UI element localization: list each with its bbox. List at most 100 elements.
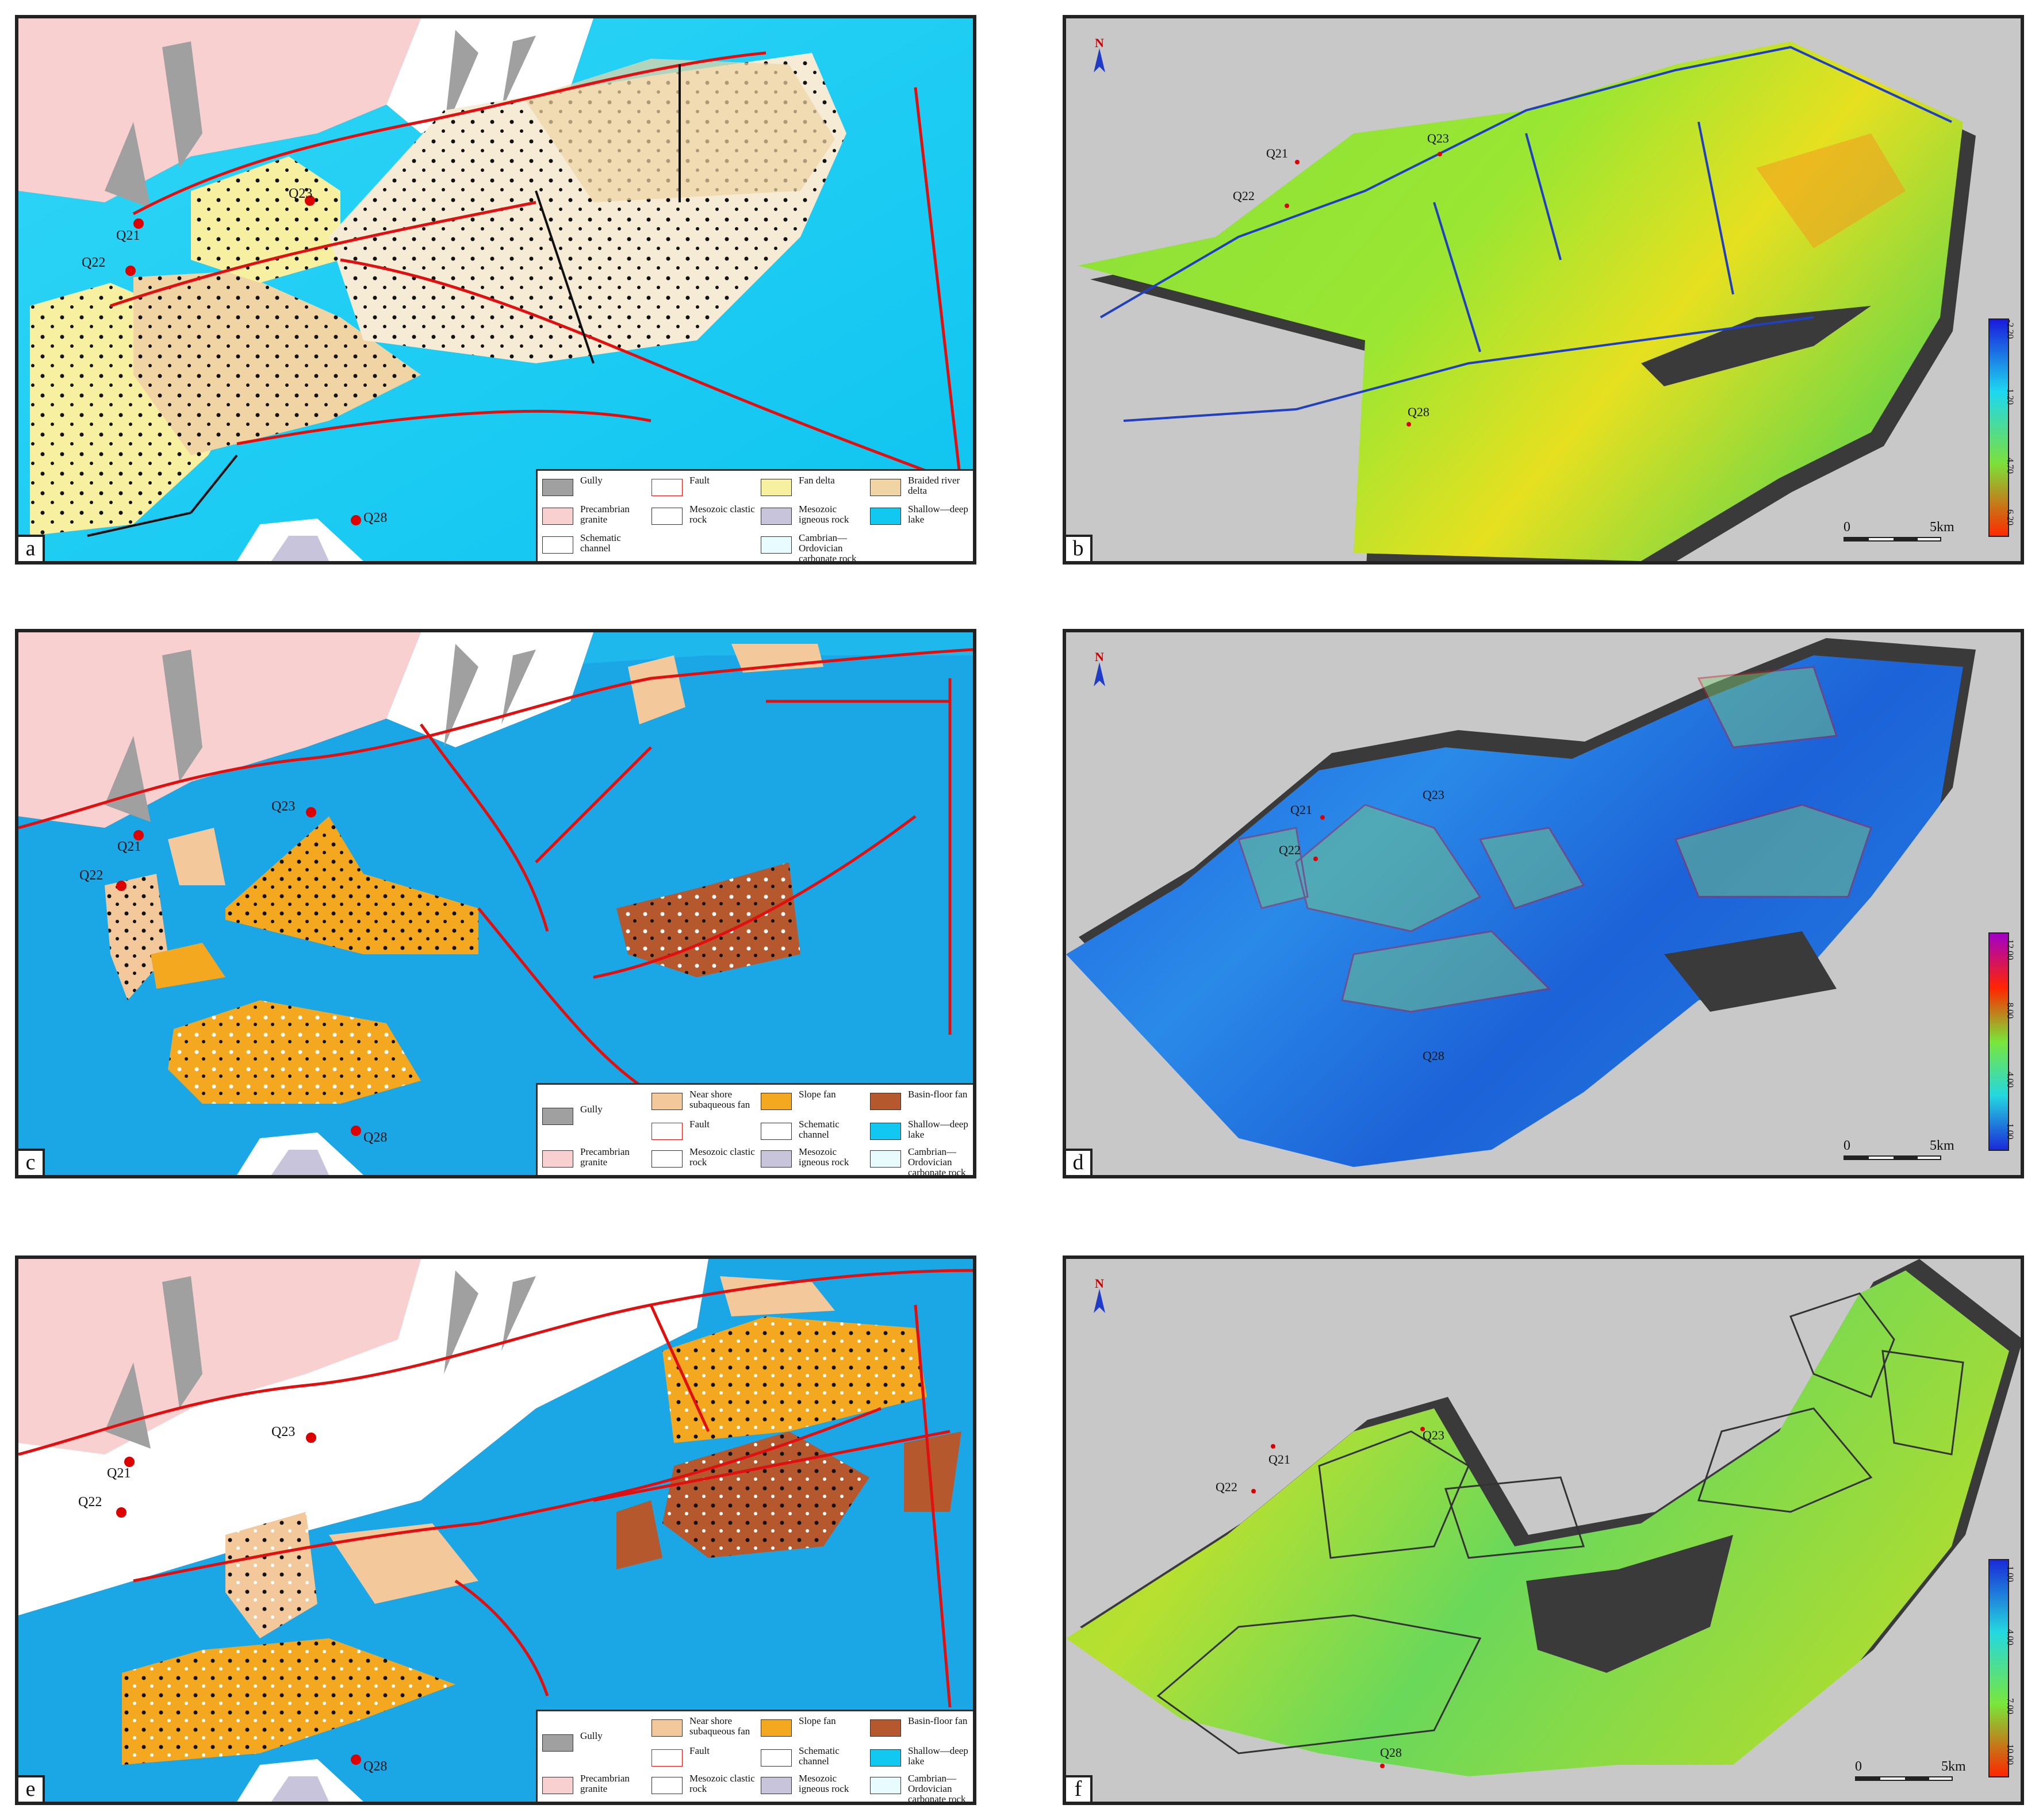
well-label-q28: Q28 [1408,405,1429,419]
well-label-q21: Q21 [1266,146,1288,160]
legend-item-channel: Schematic channel [538,531,647,561]
nearshore-fan-1-dots [225,1512,317,1638]
well-marker-q22[interactable] [1313,857,1318,861]
well-label-q23: Q23 [1423,1428,1444,1442]
well-marker-q21[interactable] [1271,1444,1275,1449]
well-label-q21: Q21 [107,1466,131,1481]
legend-a: Gully Fault Fan delta Braided river delt… [536,469,973,561]
legend-item-nearshore-fan: Near shore subaqueous fan [647,1714,756,1746]
fault-lines [18,1269,973,1708]
well-marker-q28[interactable] [351,1754,361,1765]
panel-f: N Q21 Q22 Q23 Q28 0 5km 1.00 4.00 7.00 10… [1063,1255,2024,1805]
basin-floor-fan-2 [616,1500,662,1569]
well-marker-q28[interactable] [1380,1764,1385,1768]
legend-item-clastic: Mesozoic clastic rock [647,1145,756,1175]
well-label-q21: Q21 [116,228,140,243]
well-marker-q21[interactable] [133,218,144,229]
legend-e: Gully Near shore subaqueous fan Slope fa… [536,1710,973,1802]
legend-item-carbonate: Cambrian—Ordovician carbonate rock [865,1771,973,1802]
data-gap [1664,931,1837,1012]
legend-item-fault: Fault [647,1117,756,1149]
legend-item-basin-floor-fan: Basin-floor fan [865,1714,973,1746]
mesozoic-igneous-south [271,536,329,561]
legend-item-channel: Schematic channel [756,1117,865,1149]
well-marker-q23[interactable] [305,195,315,206]
mesozoic-clastic-area [386,632,593,747]
well-label-q21: Q21 [1268,1452,1290,1466]
scale-bar: 0 5km [1855,1759,1966,1788]
legend-item-gully: Gully [538,473,647,505]
panel-label-b: b [1066,535,1093,561]
well-label-q22: Q22 [1279,843,1301,857]
well-label-q28: Q28 [1423,1049,1444,1063]
panel-c: Q21 Q22 Q23 Q28 Gully Near shore subaque… [15,629,976,1178]
attribute-map-d [1066,638,1976,1167]
well-marker-q23[interactable] [1420,1427,1425,1431]
seismic-attribute-surface [1066,655,1963,1167]
well-marker-q21[interactable] [1295,160,1300,164]
nearshore-fan-3 [720,1276,835,1316]
well-label-q22: Q22 [79,868,104,883]
well-marker-q23[interactable] [1438,152,1442,156]
legend-item-nearshore-fan: Near shore subaqueous fan [647,1087,756,1119]
well-marker-q22[interactable] [125,266,136,276]
well-label-q23: Q23 [271,1424,296,1439]
legend-item-basin-floor-fan: Basin-floor fan [865,1087,973,1119]
well-label-q22: Q22 [1216,1480,1237,1494]
legend-item-slope-fan: Slope fan [756,1714,865,1746]
fault-lines [110,51,973,492]
slope-fan-1-dots [225,816,478,954]
gully-shapes [105,644,536,822]
well-label-q23: Q23 [289,186,313,201]
legend-item-clastic: Mesozoic clastic rock [647,1771,756,1802]
well-marker-q21[interactable] [124,1457,135,1467]
well-label-q28: Q28 [1380,1745,1402,1760]
basin-floor-fan-1-dots [662,1431,869,1558]
well-label-q23: Q23 [271,799,296,814]
mesozoic-igneous-south [271,1150,329,1175]
well-label-q22: Q22 [1233,189,1255,203]
slope-fan-3-dots [168,1000,421,1104]
panel-d: N Q21 Q22 Q23 Q28 0 5km 1.00 4.00 8.00 12… [1063,629,2024,1178]
well-marker-q21[interactable] [1320,815,1325,820]
legend-item-granite: Precambrian granite [538,1771,647,1802]
panel-a: Q21 Q22 Q23 Q28 Gully Fault Fan delta Br… [15,15,976,565]
slope-fan-2 [151,943,225,989]
panel-e: Q21 Q22 Q23 Q28 Gully Near shore subaque… [15,1255,976,1805]
well-label-q21: Q21 [117,839,141,854]
well-marker-q21[interactable] [133,830,144,840]
attribute-map-b [1078,41,1976,561]
well-label-q23: Q23 [1423,788,1444,802]
scale-bar: 0 5km [1843,1138,1954,1167]
well-marker-q28[interactable] [1406,422,1411,427]
legend-item-gully: Gully [538,1102,647,1134]
colorbar: -2.20 1.20 4.70 6.20 [1988,318,2015,537]
mesozoic-igneous-south [271,1776,329,1802]
well-marker-q28[interactable] [351,515,361,525]
legend-item-granite: Precambrian granite [538,1145,647,1175]
well-label-q22: Q22 [78,1495,102,1510]
well-marker-q23[interactable] [306,1433,316,1443]
north-arrow: N [1088,1276,1111,1316]
well-label-q23: Q23 [1427,131,1449,145]
slope-fan-1-dots [662,1316,927,1443]
nearshore-fan-2 [168,828,225,885]
colorbar: 1.00 4.00 8.00 12.00 [1988,932,2015,1151]
panel-label-c: c [18,1149,45,1175]
well-marker-q22[interactable] [1285,203,1289,208]
well-marker-q22[interactable] [1251,1489,1256,1493]
legend-item-lake: Shallow—deep lake [865,1117,973,1149]
colorbar: 1.00 4.00 7.00 10.00 [1988,1559,2015,1777]
data-gap [1641,306,1871,386]
legend-item-slope-fan: Slope fan [756,1087,865,1119]
legend-item-gully: Gully [538,1729,647,1761]
legend-item-igneous: Mesozoic igneous rock [756,1145,865,1175]
north-arrow: N [1088,650,1111,690]
well-marker-q22[interactable] [116,1507,127,1518]
well-marker-q23[interactable] [306,807,316,817]
well-marker-q22[interactable] [116,881,127,891]
legend-item-fault: Fault [647,473,756,505]
nearshore-fan-4 [731,644,823,673]
well-marker-q28[interactable] [351,1126,361,1136]
nearshore-fan-1-dots [105,874,168,1000]
